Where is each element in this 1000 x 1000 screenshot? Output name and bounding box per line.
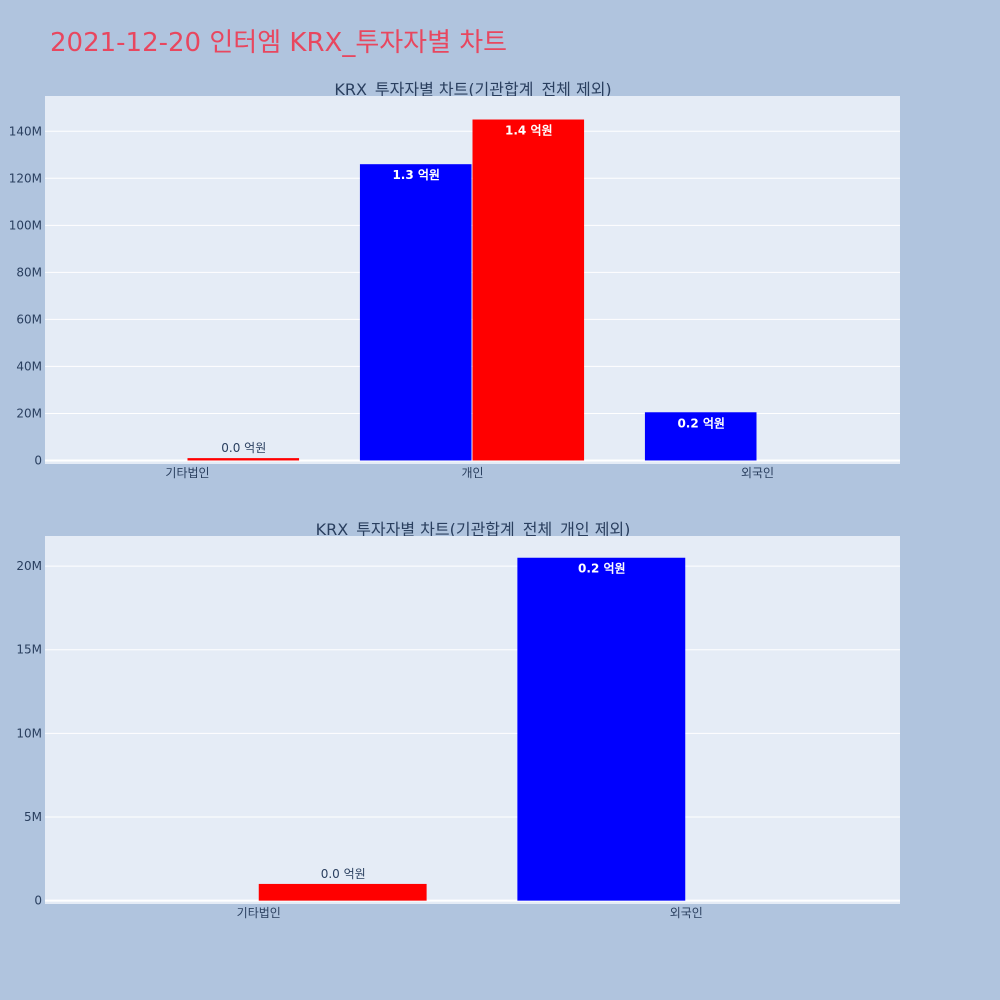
chart-1-x-axis: 기타법인 개인 외국인 [165,466,774,480]
y-tick-label: 60M [16,312,42,326]
bar [472,119,585,461]
y-tick-label: 0 [34,894,42,908]
bar [359,164,472,461]
y-tick-label: 40M [16,359,42,373]
y-tick-label: 100M [9,218,42,232]
data-label: 0.0 억원 [221,441,266,455]
chart-1-title: KRX_투자자별 차트(기관합계_전체 제외) [334,80,611,100]
data-label: 0.2 억원 [677,416,725,430]
y-tick-label: 20M [16,559,42,573]
y-tick-label: 10M [16,726,42,740]
bar [187,458,300,461]
x-tick-label: 개인 [461,466,483,480]
page-title: 2021-12-20 인터엠 KRX_투자자별 차트 [50,28,508,58]
chart-2-title: KRX_투자자별 차트(기관합계_전체_개인 제외) [316,520,631,540]
chart-2-y-axis: 0 5M 10M 15M 20M [16,559,42,908]
y-tick-label: 120M [9,171,42,185]
x-tick-label: 외국인 [670,906,703,920]
chart-1-bars: 0.0 억원 1.3 억원 1.4 억원 0.2 억원 [187,119,757,461]
data-label: 0.0 억원 [321,867,366,881]
x-tick-label: 기타법인 [165,466,209,480]
y-tick-label: 15M [16,643,42,657]
chart-2-x-axis: 기타법인 외국인 [237,906,703,920]
bar [644,412,757,461]
y-tick-label: 140M [9,124,42,138]
y-tick-label: 80M [16,265,42,279]
x-tick-label: 외국인 [741,466,774,480]
bar [258,883,427,901]
bar [517,557,686,901]
y-tick-label: 20M [16,406,42,420]
chart-2-bars: 0.0 억원 0.2 억원 [258,557,686,901]
data-label: 1.3 억원 [392,168,440,182]
chart-2-plot-area [45,536,900,904]
data-label: 1.4 억원 [505,124,553,138]
y-tick-label: 5M [24,810,42,824]
chart-excluding-institutions-individuals: KRX_투자자별 차트(기관합계_전체_개인 제외) 0.0 억원0.2 억원 … [16,520,900,920]
chart-excluding-institutions: KRX_투자자별 차트(기관합계_전체 제외) 0.0 억원 1.3 억원 1.4 … [9,80,900,480]
x-tick-label: 기타법인 [237,906,281,920]
chart-2-grid [45,565,900,902]
chart-1-y-axis: 0 20M 40M 60M 80M 100M 120M 140M [9,124,42,467]
y-tick-label: 0 [34,453,42,467]
data-label: 0.2 억원 [578,562,626,576]
